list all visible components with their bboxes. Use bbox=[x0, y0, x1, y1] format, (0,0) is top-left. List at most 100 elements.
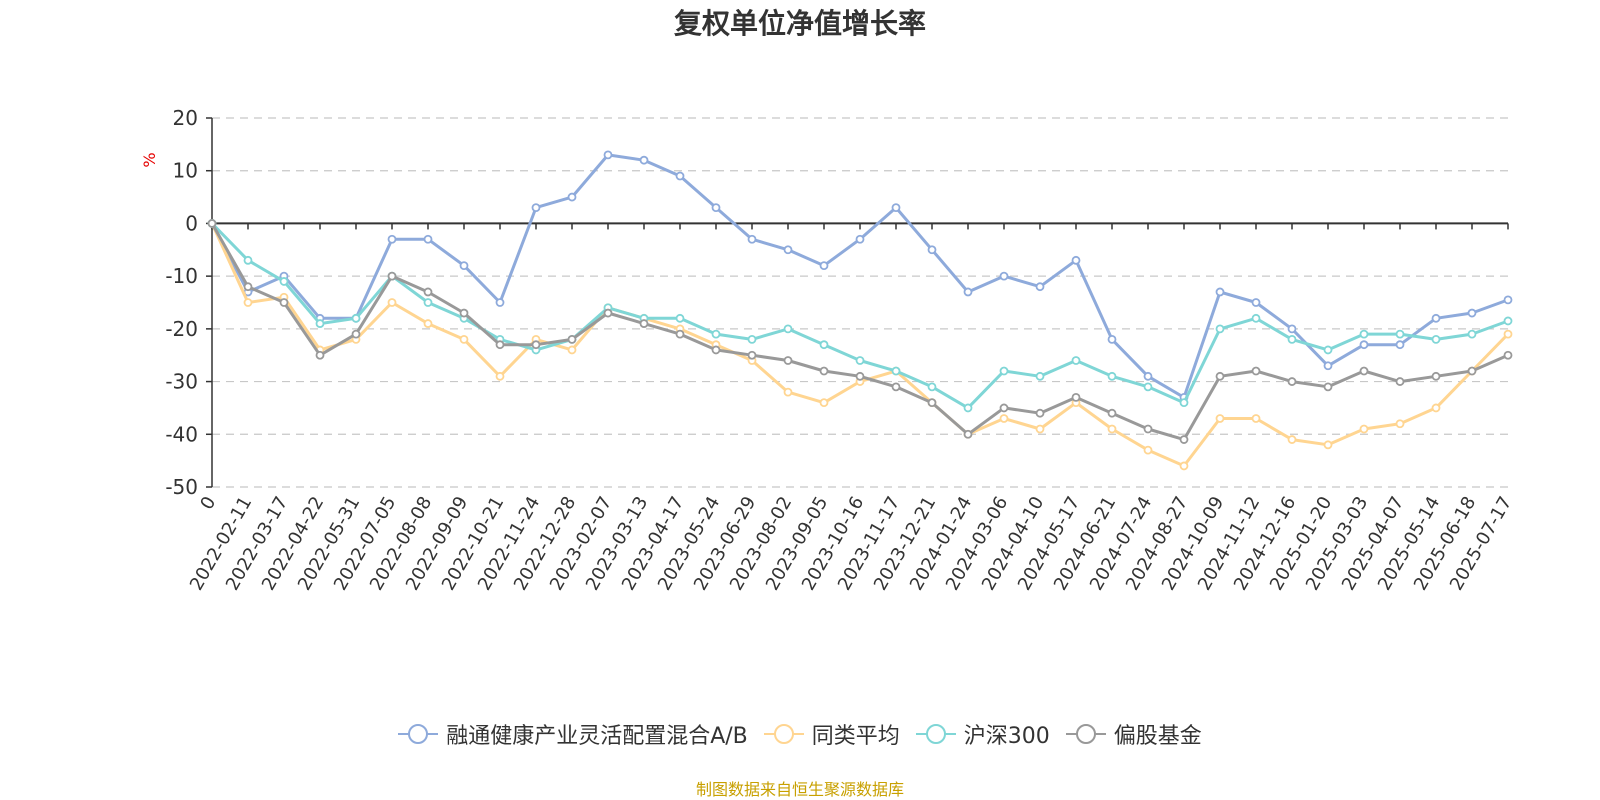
data-point bbox=[387, 271, 397, 281]
data-point bbox=[315, 319, 325, 328]
data-point bbox=[243, 298, 253, 307]
data-point bbox=[1107, 408, 1117, 418]
data-point bbox=[567, 192, 577, 202]
data-point bbox=[891, 382, 901, 392]
data-point bbox=[891, 203, 901, 213]
data-point bbox=[315, 350, 325, 360]
data-point bbox=[1431, 403, 1441, 413]
data-point bbox=[639, 319, 649, 328]
data-point bbox=[1071, 356, 1081, 365]
data-point bbox=[819, 340, 829, 350]
y-tick-label: -10 bbox=[165, 264, 198, 288]
legend-item[interactable]: 融通健康产业灵活配置混合A/B bbox=[398, 718, 748, 750]
data-point bbox=[819, 261, 829, 271]
data-point bbox=[1395, 340, 1405, 350]
data-point bbox=[351, 329, 361, 339]
data-point bbox=[1143, 445, 1153, 455]
data-point bbox=[927, 382, 937, 392]
data-point bbox=[927, 245, 937, 255]
data-point bbox=[999, 414, 1009, 423]
data-point bbox=[459, 261, 469, 271]
legend-marker-icon bbox=[398, 724, 439, 744]
data-point bbox=[423, 234, 433, 244]
data-point bbox=[1395, 329, 1405, 339]
data-point bbox=[567, 334, 577, 344]
series-line-3 bbox=[210, 222, 1509, 442]
data-point bbox=[1251, 298, 1261, 307]
data-point bbox=[1359, 366, 1369, 376]
legend: 融通健康产业灵活配置混合A/B 同类平均 沪深300 偏股基金 bbox=[0, 718, 1600, 750]
data-point bbox=[1215, 371, 1225, 381]
data-point bbox=[1251, 313, 1261, 323]
legend-marker-icon bbox=[1065, 724, 1106, 744]
data-point bbox=[1359, 329, 1369, 339]
data-point bbox=[1503, 350, 1513, 360]
data-point bbox=[1035, 424, 1045, 434]
data-point bbox=[1251, 414, 1261, 423]
data-point bbox=[531, 203, 541, 213]
data-point bbox=[1323, 345, 1333, 355]
data-point bbox=[999, 403, 1009, 413]
data-point bbox=[1035, 371, 1045, 381]
data-point bbox=[603, 308, 613, 318]
data-point bbox=[1107, 371, 1117, 381]
y-tick-label: -40 bbox=[165, 422, 198, 446]
data-point bbox=[1107, 334, 1117, 344]
data-point bbox=[1287, 377, 1297, 386]
data-point bbox=[1251, 366, 1261, 376]
data-point bbox=[927, 398, 937, 408]
data-point bbox=[711, 203, 721, 213]
y-axis-label: % bbox=[140, 152, 159, 167]
data-point bbox=[855, 356, 865, 365]
data-point bbox=[963, 287, 973, 297]
source-note: 制图数据来自恒生聚源数据库 bbox=[695, 780, 904, 799]
data-point bbox=[423, 287, 433, 297]
data-point bbox=[603, 150, 613, 160]
data-point bbox=[819, 366, 829, 376]
data-point bbox=[819, 398, 829, 408]
y-tick-label: 0 bbox=[185, 211, 198, 235]
legend-label: 同类平均 bbox=[811, 724, 900, 749]
data-point bbox=[531, 340, 541, 350]
data-point bbox=[891, 366, 901, 376]
data-point bbox=[1467, 308, 1477, 318]
data-point bbox=[1287, 435, 1297, 444]
legend-item[interactable]: 沪深300 bbox=[915, 718, 1050, 750]
data-point bbox=[351, 313, 361, 323]
data-point bbox=[675, 313, 685, 323]
data-point bbox=[279, 277, 289, 286]
legend-marker-icon bbox=[915, 724, 956, 744]
data-point bbox=[1323, 440, 1333, 450]
data-point bbox=[1215, 324, 1225, 334]
data-point bbox=[1179, 435, 1189, 444]
data-point bbox=[1215, 414, 1225, 423]
data-point bbox=[747, 350, 757, 360]
data-point bbox=[855, 234, 865, 244]
data-point bbox=[1431, 334, 1441, 344]
data-point bbox=[1359, 340, 1369, 350]
legend-label: 偏股基金 bbox=[1113, 724, 1202, 749]
legend-item[interactable]: 同类平均 bbox=[763, 718, 900, 750]
data-point bbox=[963, 403, 973, 413]
data-point bbox=[1035, 408, 1045, 418]
data-point bbox=[1035, 282, 1045, 292]
data-point bbox=[1071, 255, 1081, 265]
data-point bbox=[1323, 382, 1333, 392]
legend-item[interactable]: 偏股基金 bbox=[1065, 718, 1202, 750]
data-point bbox=[1143, 424, 1153, 434]
data-point bbox=[999, 366, 1009, 376]
data-point bbox=[495, 340, 505, 350]
y-tick-label: -50 bbox=[165, 475, 198, 499]
y-tick-label: -20 bbox=[165, 317, 198, 341]
data-point bbox=[1395, 377, 1405, 386]
legend-label: 融通健康产业灵活配置混合A/B bbox=[446, 724, 748, 749]
data-point bbox=[1323, 361, 1333, 371]
data-point bbox=[711, 329, 721, 339]
data-point bbox=[1215, 287, 1225, 297]
y-tick-label: -30 bbox=[165, 370, 198, 394]
data-point bbox=[567, 345, 577, 355]
data-point bbox=[495, 298, 505, 307]
data-point bbox=[1467, 366, 1477, 376]
data-point bbox=[999, 271, 1009, 281]
